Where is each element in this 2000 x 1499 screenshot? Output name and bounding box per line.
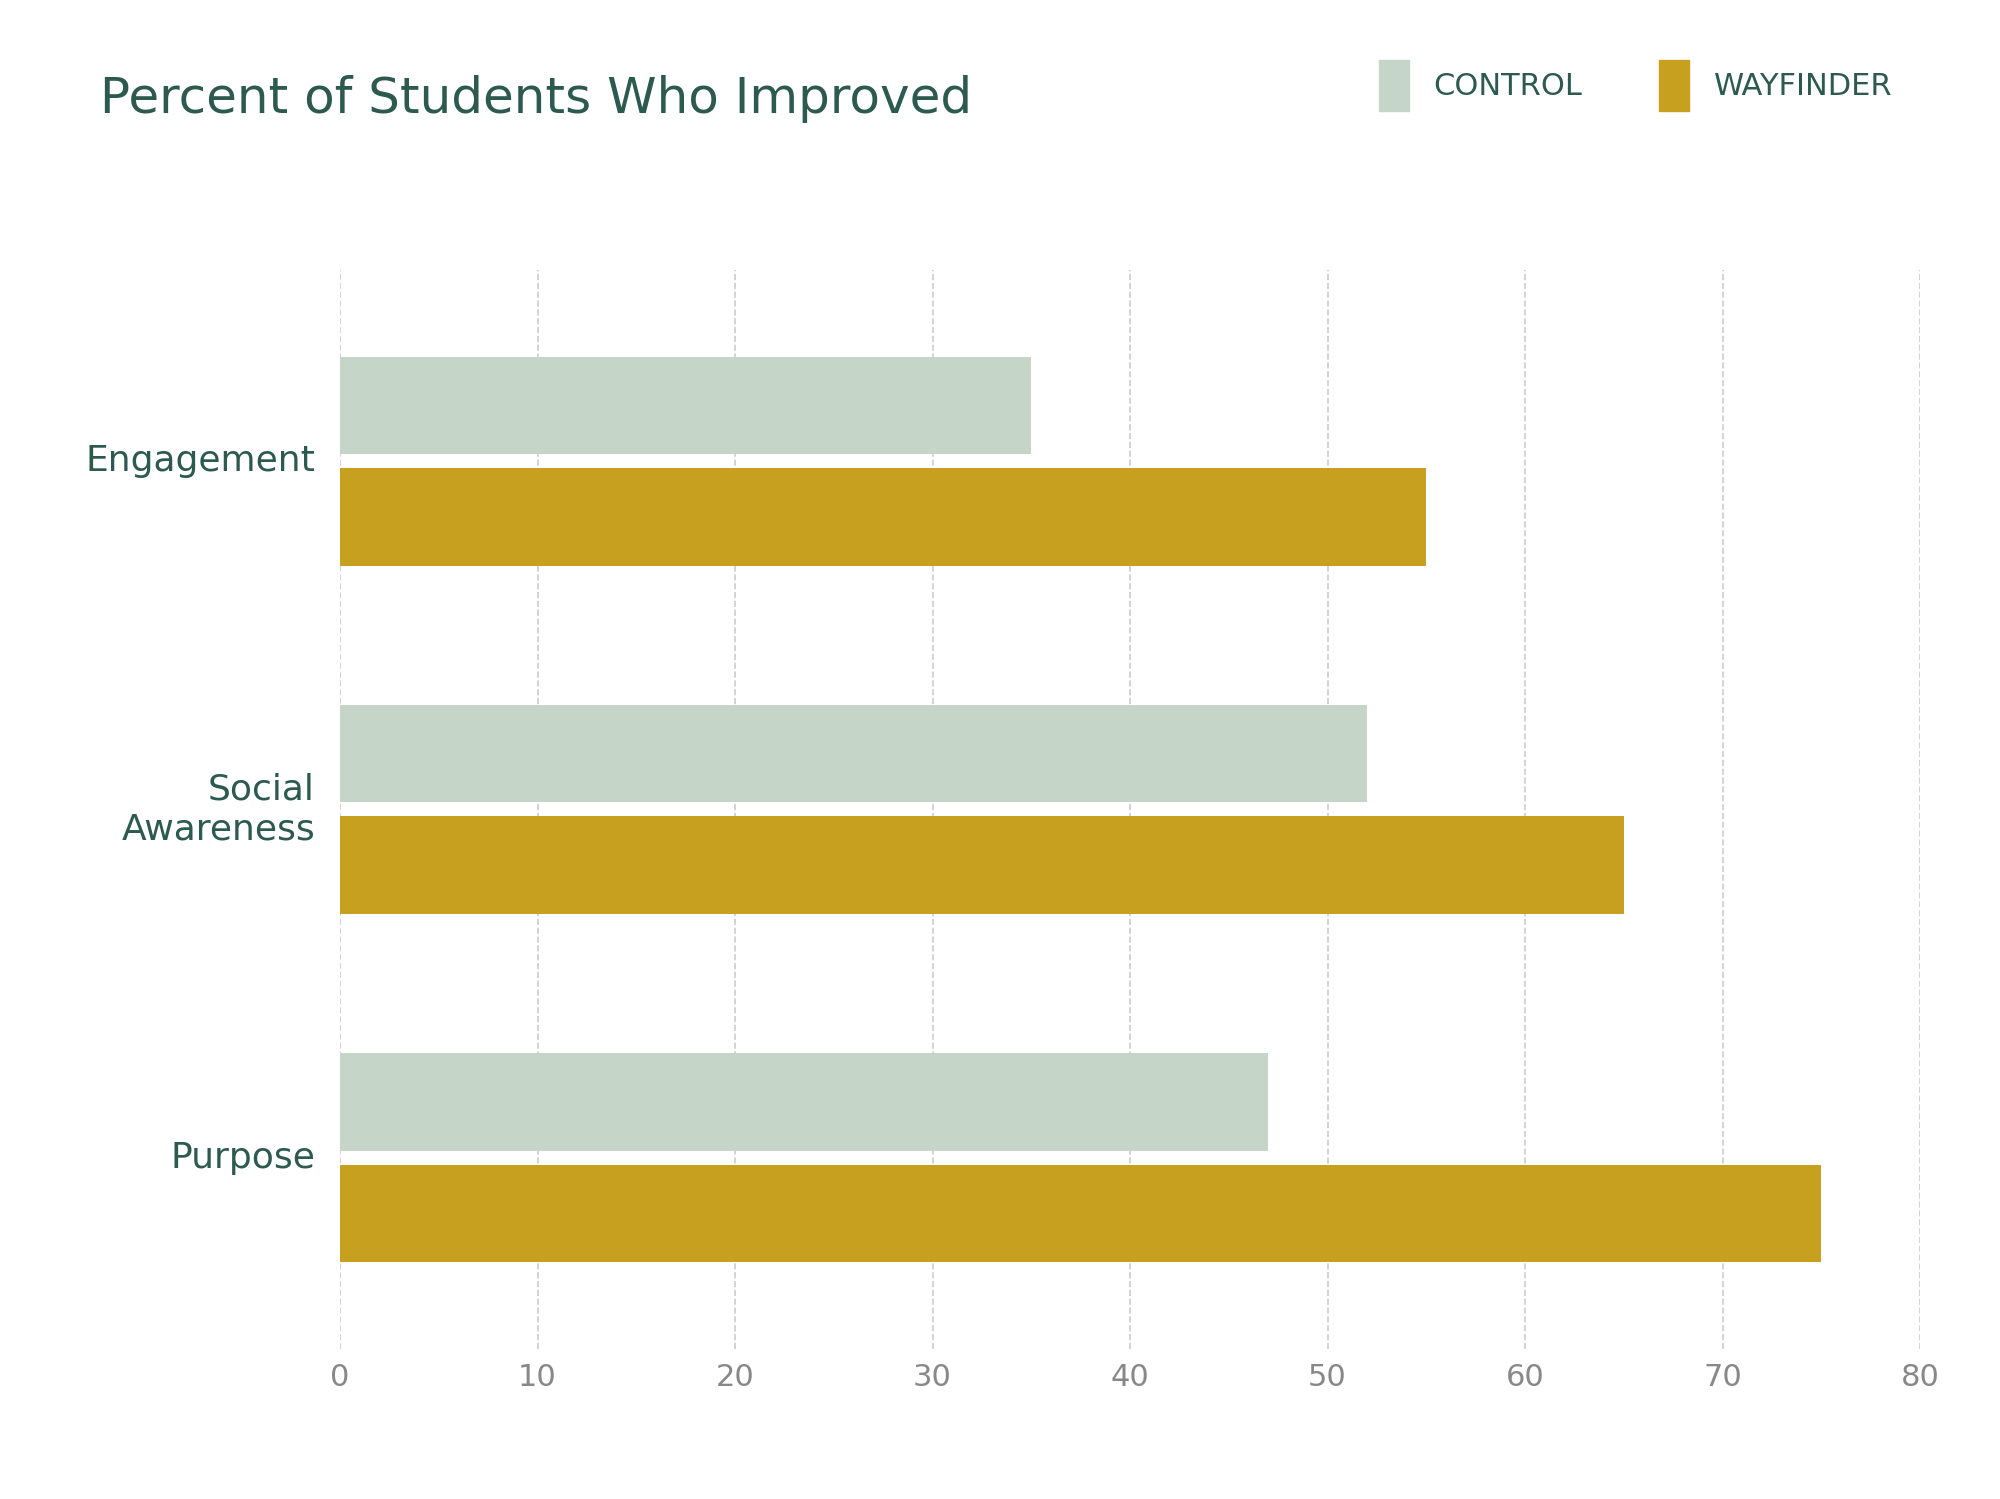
Bar	[340, 357, 1032, 454]
Legend: CONTROL, WAYFINDER: CONTROL, WAYFINDER	[1366, 48, 1904, 123]
Text: Percent of Students Who Improved: Percent of Students Who Improved	[100, 75, 972, 123]
Bar	[340, 468, 1426, 565]
Bar	[340, 817, 1624, 914]
Bar	[340, 1054, 1268, 1151]
Bar	[340, 705, 1368, 802]
Bar	[340, 1165, 1822, 1262]
